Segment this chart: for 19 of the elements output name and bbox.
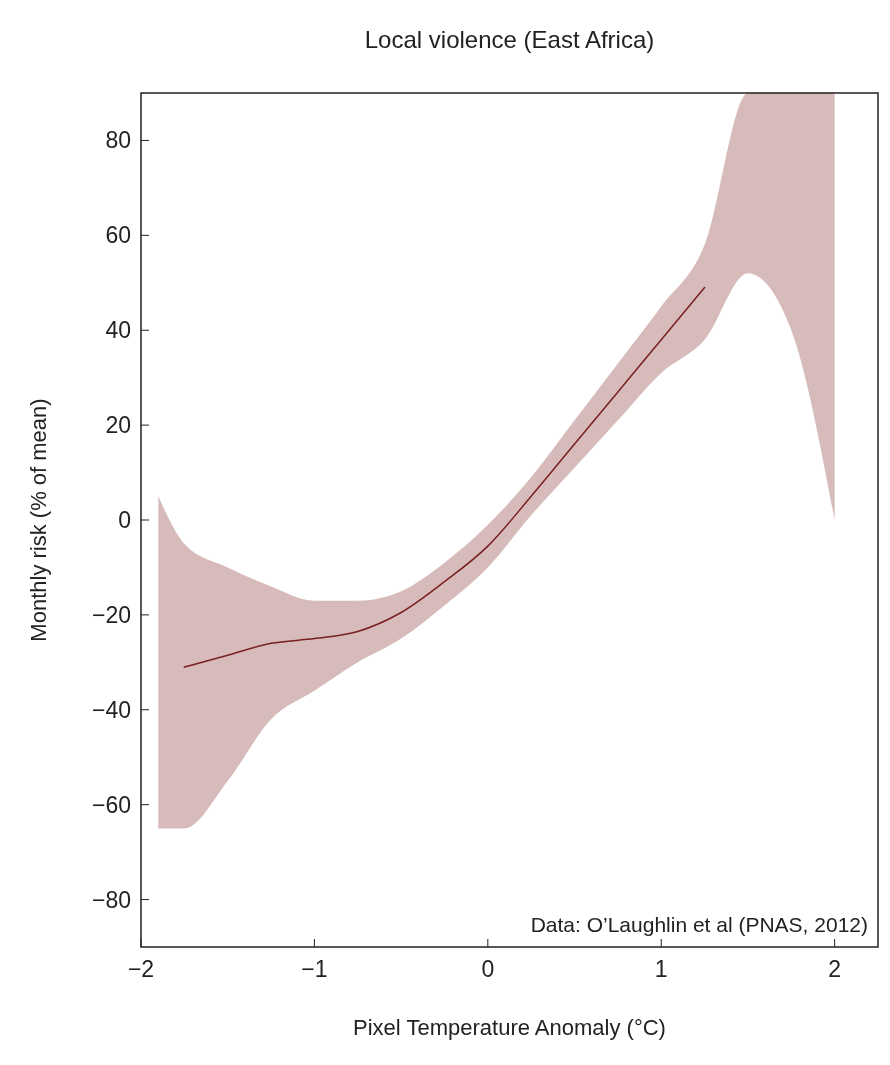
annotation: Data: O’Laughlin et al (PNAS, 2012): [530, 913, 868, 936]
x-tick-label: 0: [481, 956, 495, 982]
y-tick-label: 80: [105, 127, 131, 154]
y-tick-label: −80: [91, 886, 131, 913]
y-tick-label: 40: [105, 317, 131, 344]
x-tick-label: 2: [828, 956, 842, 982]
y-tick-label: −60: [91, 791, 131, 818]
line-series: [183, 286, 706, 668]
x-tick-label: 1: [654, 956, 668, 982]
y-axis-title: Monthly risk (% of mean): [26, 398, 51, 642]
x-tick-label: −2: [127, 956, 155, 982]
y-tick-label: −40: [91, 696, 131, 723]
y-tick-label: 20: [105, 412, 131, 439]
y-tick-label: −20: [91, 601, 131, 628]
chart-title: Local violence (East Africa): [364, 26, 655, 53]
y-tick-label: 60: [105, 222, 131, 249]
x-axis-title: Pixel Temperature Anomaly (°C): [353, 1015, 666, 1040]
x-tick-label: −1: [301, 956, 328, 982]
y-tick-label: 0: [118, 507, 131, 533]
